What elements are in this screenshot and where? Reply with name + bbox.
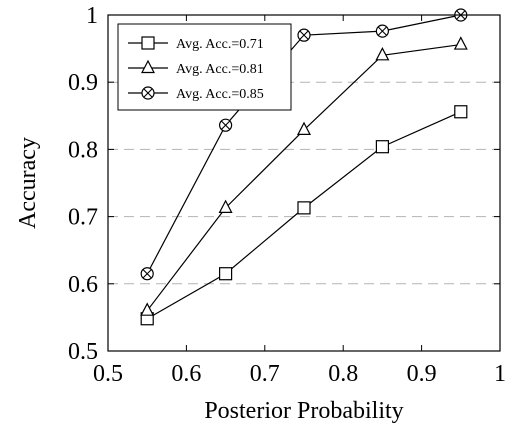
square-marker [141, 36, 155, 50]
y-tick-label: 0.8 [68, 137, 98, 163]
x-tick-label: 0.9 [407, 361, 437, 387]
y-tick-label: 0.5 [68, 339, 98, 365]
data-point-triangle [375, 47, 390, 61]
data-point-triangle [453, 36, 468, 50]
series-2 [140, 36, 468, 316]
y-tick-label: 0.6 [68, 272, 98, 298]
cross-stroke [220, 120, 231, 130]
data-point-square [141, 36, 155, 50]
y-axis-label: Accuracy [15, 137, 41, 229]
legend-label: Avg. Acc.=0.71 [176, 37, 264, 52]
triangle-marker [453, 36, 468, 50]
triangle-marker [218, 199, 233, 213]
data-point-triangle [140, 302, 155, 316]
series-lines [140, 8, 468, 326]
series-1 [140, 105, 468, 326]
x-tick-label: 0.6 [171, 361, 201, 387]
legend-entry: Avg. Acc.=0.81 [128, 59, 264, 77]
legend-entry: Avg. Acc.=0.71 [128, 36, 264, 52]
data-point-triangle [141, 59, 155, 74]
x-tick-label: 0.7 [250, 361, 280, 387]
data-point-circle-x [297, 28, 311, 42]
data-point-circle-x [140, 267, 154, 281]
legend-label: Avg. Acc.=0.81 [176, 62, 264, 77]
square-marker [375, 140, 389, 154]
legend: Avg. Acc.=0.71 Avg. Acc.=0.81 Avg. Acc.=0.… [117, 23, 292, 111]
tick-labels: 0.5 0.6 0.7 0.8 0.9 1 0.5 0.6 0.7 0.8 0.9 1 [68, 3, 506, 387]
cross-stroke [377, 26, 388, 36]
data-point-square [375, 140, 389, 154]
y-tick-label: 1 [86, 3, 98, 29]
data-point-square [454, 105, 468, 119]
data-point-circle-x [375, 24, 389, 38]
x-axis-label: Posterior Probability [204, 398, 403, 424]
cross-stroke [143, 88, 153, 98]
square-marker [297, 201, 311, 215]
series-line [146, 111, 462, 320]
data-point-triangle [218, 199, 233, 213]
cross-stroke [142, 269, 152, 279]
square-marker [219, 267, 233, 281]
series-3 [140, 8, 468, 281]
triangle-marker [297, 121, 311, 136]
grid-lines [108, 81, 500, 285]
triangle-marker [375, 47, 390, 61]
data-point-square [219, 267, 233, 281]
plot-frame [107, 14, 501, 352]
data-point-triangle [297, 121, 311, 136]
y-tick-label: 0.7 [68, 205, 98, 231]
square-marker [454, 105, 468, 119]
legend-label: Avg. Acc.=0.85 [176, 87, 264, 102]
x-tick-label: 0.8 [328, 361, 358, 387]
cross-stroke [299, 30, 309, 40]
x-tick-label: 0.5 [93, 361, 123, 387]
legend-entry: Avg. Acc.=0.85 [128, 86, 264, 102]
y-tick-label: 0.9 [68, 70, 98, 96]
axis-ticks [107, 14, 501, 352]
data-point-circle-x [219, 118, 233, 132]
x-tick-label: 1 [494, 361, 506, 387]
data-point-square [297, 201, 311, 215]
triangle-marker [140, 302, 155, 316]
data-point-circle-x [141, 86, 155, 100]
triangle-marker [141, 59, 155, 74]
